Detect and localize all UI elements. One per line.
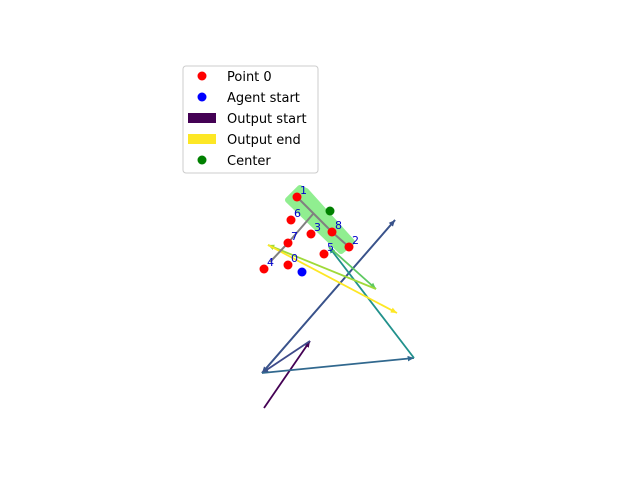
point-2 [344,242,354,252]
legend-marker-point0 [197,71,207,81]
point-label-4: 4 [267,256,274,269]
point-5 [319,249,329,259]
point-label-7: 7 [291,230,298,243]
agent-start-marker [297,267,307,277]
trajectory-arrow-8 [267,244,398,314]
point-label-6: 6 [294,207,301,220]
legend: Point 0 Agent start Output start Output … [182,65,319,174]
legend-label-point0: Point 0 [227,70,272,85]
point-label-2: 2 [352,234,359,247]
legend-label-agent-start: Agent start [227,91,300,106]
legend-frame [182,65,319,174]
point-4 [259,264,269,274]
trajectory-arrow-3 [261,219,396,374]
legend-patch-output-end [188,134,216,144]
center-marker [325,206,335,216]
point-label-8: 8 [335,219,342,232]
point-label-3: 3 [314,221,321,234]
point-3 [306,229,316,239]
point-1 [292,192,302,202]
legend-marker-agent-start [197,92,207,102]
point-7 [283,238,293,248]
trajectory-arrow-0 [263,340,311,409]
point-8 [327,227,337,237]
legend-label-output-start: Output start [227,112,307,127]
point-label-0: 0 [291,252,298,265]
trajectory-layer [261,219,415,409]
legend-label-center: Center [227,154,271,169]
trajectory-arrow-4 [261,355,415,374]
legend-marker-center [197,155,207,165]
trajectory-arrow-1 [261,340,311,374]
legend-label-output-end: Output end [227,133,301,148]
points-layer: 0 1 2 3 4 5 6 7 8 [259,184,359,277]
point-0 [283,260,293,270]
trajectory-arrow-7 [267,244,377,290]
trajectory-arrow-5 [328,246,415,359]
trajectory-arrow-6 [328,246,377,290]
point-label-5: 5 [327,241,334,254]
point-label-1: 1 [300,184,307,197]
point-6 [286,215,296,225]
legend-patch-output-start [188,113,216,123]
